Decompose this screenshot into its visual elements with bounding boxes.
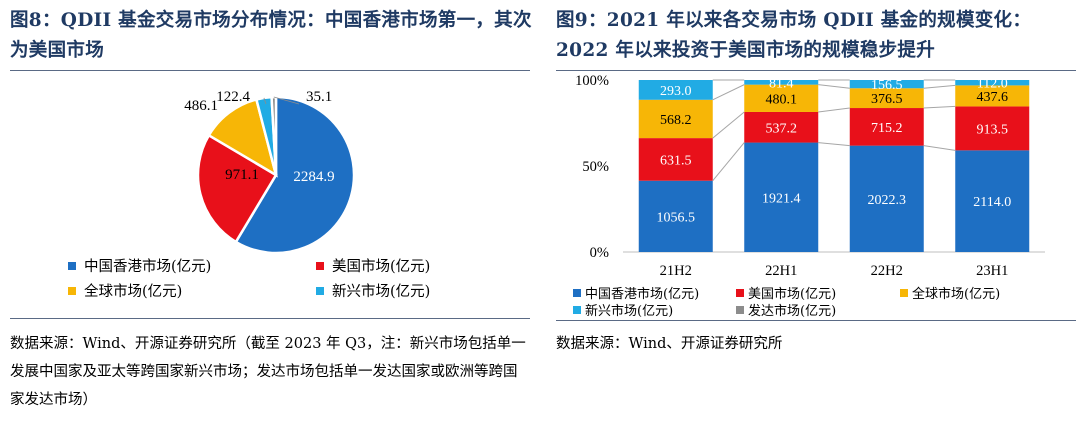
legend-swatch-emerging: [316, 286, 324, 295]
legend-item-hk: 中国香港市场(亿元): [68, 255, 211, 276]
legend2-item-emerging: 新兴市场(亿元): [573, 300, 673, 319]
bar-emerging-22H1: [744, 80, 819, 85]
pie-value-label-emerging: 122.4: [216, 89, 250, 105]
x-tick-label-21H2: 21H2: [660, 263, 692, 279]
series-connector-line: [923, 145, 956, 151]
left-figure-title: 图8：QDII 基金交易市场分布情况：中国香港市场第一，其次为美国市场: [10, 10, 532, 61]
legend-swatch-us: [316, 261, 324, 270]
bar-global-22H1: [744, 84, 819, 112]
bar-emerging-21H2: [638, 80, 713, 100]
legend-item-global: 全球市场(亿元): [68, 280, 182, 301]
pie-leader-line-emerging: [263, 97, 267, 105]
pie-leader-line-developed: [273, 96, 300, 105]
bar-value-label-us-21H2: 631.5: [660, 153, 692, 168]
series-connector-line: [818, 142, 850, 147]
bar-global-21H2: [638, 99, 713, 139]
legend2-item-developed: 发达市场(亿元): [736, 300, 836, 319]
pie-slice-us: [196, 133, 278, 244]
series-connector-line: [818, 84, 850, 89]
y-tick-label: 50%: [582, 159, 609, 175]
pie-slice-hk: [234, 95, 356, 255]
legend-label-global: 全球市场(亿元): [84, 284, 183, 300]
legend2-swatch-global: [900, 288, 908, 297]
legend2-label-global: 全球市场(亿元): [912, 287, 1001, 302]
bar-global-22H2: [849, 88, 924, 109]
legend-swatch-hk: [68, 261, 76, 270]
bar-value-label-global-21H2: 568.2: [660, 113, 692, 128]
bar-hk-21H2: [638, 180, 713, 252]
legend2-label-us: 美国市场(亿元): [748, 287, 837, 302]
bar-us-22H2: [849, 108, 924, 146]
series-connector-line: [923, 105, 956, 109]
series-connector-line: [818, 107, 850, 113]
pie-value-label-global: 486.1: [184, 98, 218, 114]
legend2-swatch-developed: [736, 305, 744, 314]
y-tick-label: 100%: [575, 73, 609, 89]
legend2-label-emerging: 新兴市场(亿元): [585, 304, 674, 319]
bar-hk-23H1: [955, 150, 1030, 252]
bar-value-label-emerging-23H1: 112.0: [977, 77, 1008, 92]
left-title-rule: [10, 70, 530, 71]
legend-label-emerging: 新兴市场(亿元): [332, 284, 431, 300]
y-tick-label: 0%: [590, 245, 609, 261]
bar-value-label-us-22H1: 537.2: [766, 121, 798, 136]
legend2-item-global: 全球市场(亿元): [900, 283, 1000, 302]
legend-swatch-global: [68, 286, 76, 295]
pie-value-label-hk: 2284.9: [293, 169, 334, 185]
bar-value-label-hk-23H1: 2114.0: [973, 195, 1011, 210]
left-source-note: 数据来源：Wind、开源证券研究所（截至 2023 年 Q3，注：新兴市场包括单…: [10, 336, 526, 408]
x-tick-label-22H1: 22H1: [765, 263, 797, 279]
bar-emerging-23H1: [955, 80, 1030, 86]
x-tick-label-22H2: 22H2: [871, 263, 903, 279]
bar-emerging-22H2: [849, 80, 924, 89]
legend-label-us: 美国市场(亿元): [332, 259, 431, 275]
stacked-bar-chart: 0% 50% 100% 1056.5 631.5 568.2 293.0 21H2 1921.4…: [575, 73, 1045, 279]
legend2-label-hk: 中国香港市场(亿元): [585, 287, 700, 302]
legend-item-emerging: 新兴市场(亿元): [316, 280, 430, 301]
pie-value-label-developed: 35.1: [306, 89, 332, 105]
bar-value-label-us-23H1: 913.5: [977, 122, 1009, 137]
right-source-note: 数据来源：Wind、开源证券研究所: [556, 336, 783, 352]
right-figure-panel: 图9：2021 年以来各交易市场 QDII 基金的规模变化：2022 年以来投资…: [553, 0, 1080, 427]
left-source-rule: [10, 318, 530, 319]
pie-value-label-us: 971.1: [225, 167, 259, 183]
bar-value-label-global-22H1: 480.1: [766, 92, 798, 107]
bar-value-label-hk-22H2: 2022.3: [868, 193, 907, 208]
bar-value-label-hk-21H2: 1056.5: [657, 210, 696, 225]
legend2-swatch-hk: [573, 288, 581, 297]
bar-value-label-emerging-22H2: 156.5: [871, 78, 903, 93]
bar-value-label-emerging-22H1: 81.4: [769, 76, 794, 91]
legend2-swatch-emerging: [573, 305, 581, 314]
legend-item-us: 美国市场(亿元): [316, 255, 430, 276]
bar-us-23H1: [955, 106, 1030, 151]
right-figure-title: 图9：2021 年以来各交易市场 QDII 基金的规模变化：2022 年以来投资…: [556, 10, 1032, 61]
bar-us-22H1: [744, 111, 819, 143]
legend2-item-hk: 中国香港市场(亿元): [573, 283, 699, 302]
series-connector-line: [923, 84, 956, 89]
bar-global-23H1: [955, 85, 1030, 107]
right-title-rule: [556, 70, 1076, 71]
series-connector-line: [712, 142, 745, 182]
bar-value-label-global-22H2: 376.5: [871, 92, 903, 107]
x-tick-label-23H1: 23H1: [976, 263, 1008, 279]
legend2-item-us: 美国市场(亿元): [736, 283, 836, 302]
bar-us-21H2: [638, 138, 713, 181]
bar-value-label-emerging-21H2: 293.0: [660, 84, 692, 99]
pie-slice-developed: [270, 95, 278, 176]
series-connector-line: [712, 84, 745, 101]
right-source-rule: [556, 320, 1076, 321]
series-connector-line: [712, 111, 745, 139]
left-figure-panel: 图8：QDII 基金交易市场分布情况：中国香港市场第一，其次为美国市场 2284…: [10, 10, 532, 408]
legend-label-hk: 中国香港市场(亿元): [84, 259, 212, 275]
bar-value-label-hk-22H1: 1921.4: [762, 191, 801, 206]
bar-value-label-global-23H1: 437.6: [977, 90, 1009, 105]
bar-value-label-us-22H2: 715.2: [871, 121, 903, 136]
bar-hk-22H1: [744, 142, 819, 252]
legend2-swatch-us: [736, 288, 744, 297]
bar-hk-22H2: [849, 145, 924, 252]
legend2-label-developed: 发达市场(亿元): [748, 304, 837, 319]
